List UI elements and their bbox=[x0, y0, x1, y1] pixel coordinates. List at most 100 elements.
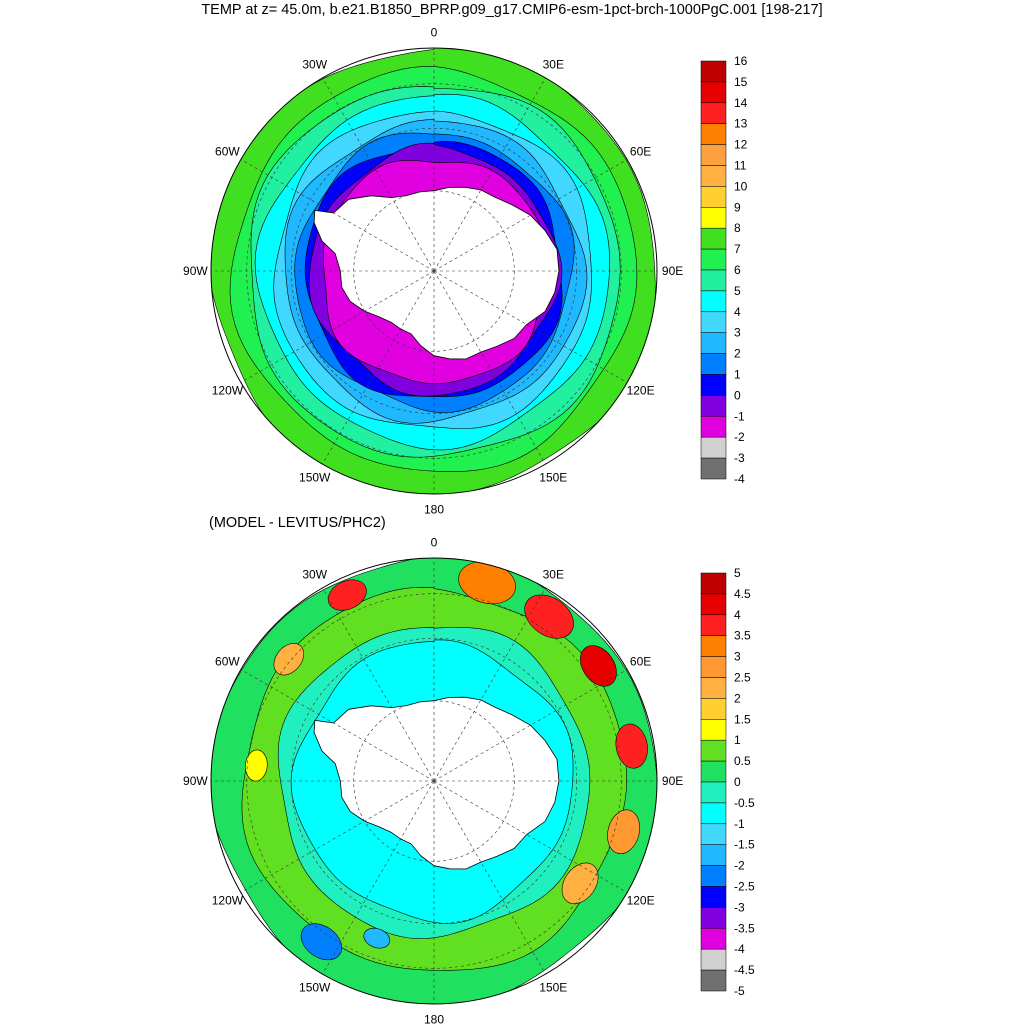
colorbar-label: -2.5 bbox=[734, 880, 755, 894]
colorbar-swatch bbox=[700, 60, 727, 83]
colorbar-label: 1 bbox=[734, 368, 741, 382]
colorbar-label: 4.5 bbox=[734, 587, 751, 601]
anomaly-patch bbox=[524, 594, 574, 639]
colorbar-label: -3.5 bbox=[734, 921, 755, 935]
longitude-label: 120W bbox=[212, 893, 244, 907]
parallel-line bbox=[246, 83, 622, 459]
longitude-label: 150E bbox=[539, 981, 567, 995]
colorbar-swatch bbox=[700, 969, 727, 992]
polar-map: 0 30E 60E 90E 120E 150E 180 150W 120W 90W 60W 30W bbox=[183, 25, 683, 515]
colorbar-label: 0 bbox=[734, 388, 741, 402]
longitude-label: 60W bbox=[215, 145, 240, 159]
longitude-label: 180 bbox=[424, 1013, 444, 1024]
colorbar-swatch bbox=[700, 165, 727, 187]
longitude-label: 150W bbox=[299, 471, 331, 485]
colorbar-swatch bbox=[700, 81, 727, 104]
longitude-labels: 0 30E 60E 90E 120E 150E 180 150W 120W 90W 60W 30W bbox=[183, 535, 683, 1024]
longitude-label: 90W bbox=[183, 774, 208, 788]
colorbar-label: 0.5 bbox=[734, 754, 751, 768]
colorbar-label: 8 bbox=[734, 221, 741, 235]
map-boundary bbox=[210, 557, 658, 1005]
colorbar-label: 16 bbox=[734, 54, 748, 68]
longitude-label: 60E bbox=[630, 655, 651, 669]
anomaly-patch bbox=[245, 749, 268, 782]
colorbar-label: 11 bbox=[734, 159, 747, 173]
colorbar-label: 6 bbox=[734, 263, 741, 277]
colorbar-label: 5 bbox=[734, 284, 741, 298]
colorbar-swatch bbox=[700, 186, 727, 208]
difference-colorbar: 5 4.5 4 3.5 3 2.5 2 1.5 1 0.5 0 -0.5 -1 -1.5 -2 -2.5 -3 -… bbox=[700, 566, 755, 998]
meridian-line bbox=[322, 587, 435, 782]
colorbar-swatch bbox=[700, 457, 727, 480]
colorbar-swatch bbox=[700, 886, 727, 908]
meridian-line bbox=[433, 780, 628, 893]
colorbar-swatch bbox=[700, 290, 727, 313]
anomaly-patch bbox=[273, 643, 305, 676]
colorbar-label: -2 bbox=[734, 430, 745, 444]
colorbar-swatch bbox=[700, 802, 727, 825]
parallel-line bbox=[353, 190, 515, 352]
colorbar-swatch bbox=[700, 698, 727, 720]
longitude-label: 30W bbox=[302, 567, 327, 581]
longitude-label: 120W bbox=[212, 383, 244, 397]
colorbar-label: 3.5 bbox=[734, 629, 751, 643]
parallel-line bbox=[246, 593, 622, 969]
colorbar-label: -4.5 bbox=[734, 963, 755, 977]
longitude-label: 0 bbox=[431, 535, 438, 549]
longitude-label: 30E bbox=[543, 57, 564, 71]
colorbar-label: -3 bbox=[734, 451, 745, 465]
longitude-label: 120E bbox=[627, 383, 655, 397]
colorbar-swatch bbox=[700, 353, 727, 375]
meridian-line bbox=[240, 780, 435, 893]
longitude-labels: 0 30E 60E 90E 120E 150E 180 150W 120W 90W 60W 30W bbox=[183, 25, 683, 515]
colorbar-swatch bbox=[700, 416, 727, 438]
colorbar-swatch bbox=[700, 823, 727, 845]
longitude-label: 60W bbox=[215, 655, 240, 669]
colorbar-label: 3 bbox=[734, 326, 741, 340]
colorbar-label: -5 bbox=[734, 984, 745, 998]
meridian-line bbox=[322, 780, 435, 975]
colorbar-swatch bbox=[700, 123, 727, 145]
anomaly-patch bbox=[580, 645, 617, 687]
colorbar-label: 5 bbox=[734, 566, 741, 580]
colorbar-label: -3 bbox=[734, 900, 745, 914]
colorbar-swatch bbox=[700, 907, 727, 929]
antarctica-landmass bbox=[313, 186, 560, 360]
longitude-label: 150E bbox=[539, 471, 567, 485]
antarctica-coast bbox=[313, 186, 560, 360]
colorbar-label: -4 bbox=[734, 942, 745, 956]
colorbar-swatch bbox=[700, 656, 727, 678]
colorbar-swatch bbox=[700, 144, 727, 166]
colorbar-swatch bbox=[700, 593, 727, 616]
anomaly-patch bbox=[327, 579, 367, 611]
colorbar-label: 2 bbox=[734, 691, 741, 705]
colorbar-swatch bbox=[700, 332, 727, 354]
colorbar-label: -1 bbox=[734, 817, 745, 831]
meridian-line bbox=[240, 159, 435, 272]
parallel-line bbox=[290, 638, 577, 924]
colorbar-label: 1.5 bbox=[734, 712, 751, 726]
colorbar-swatch bbox=[700, 635, 727, 657]
colorbar-label: 2.5 bbox=[734, 671, 751, 685]
colorbar-swatch bbox=[700, 677, 727, 699]
meridian-line bbox=[240, 270, 435, 383]
meridian-line bbox=[433, 77, 546, 272]
colorbar-swatch bbox=[700, 269, 727, 292]
colorbar-swatch bbox=[700, 948, 727, 971]
colorbar-label: -4 bbox=[734, 472, 745, 486]
colorbar-label: 7 bbox=[734, 242, 741, 256]
graticule bbox=[211, 48, 657, 494]
colorbar-label: 3 bbox=[734, 650, 741, 664]
colorbar-label: 1 bbox=[734, 733, 741, 747]
colorbar-label: 15 bbox=[734, 75, 748, 89]
colorbar-label: -1 bbox=[734, 409, 745, 423]
colorbar-label: -1.5 bbox=[734, 838, 755, 852]
colorbar-swatch bbox=[700, 760, 727, 783]
longitude-label: 30W bbox=[302, 57, 327, 71]
anomaly-patch bbox=[300, 923, 343, 961]
colorbar-label: 0 bbox=[734, 775, 741, 789]
colorbar-label: 10 bbox=[734, 179, 748, 193]
longitude-label: 120E bbox=[627, 893, 655, 907]
colorbar-swatch bbox=[700, 865, 727, 887]
